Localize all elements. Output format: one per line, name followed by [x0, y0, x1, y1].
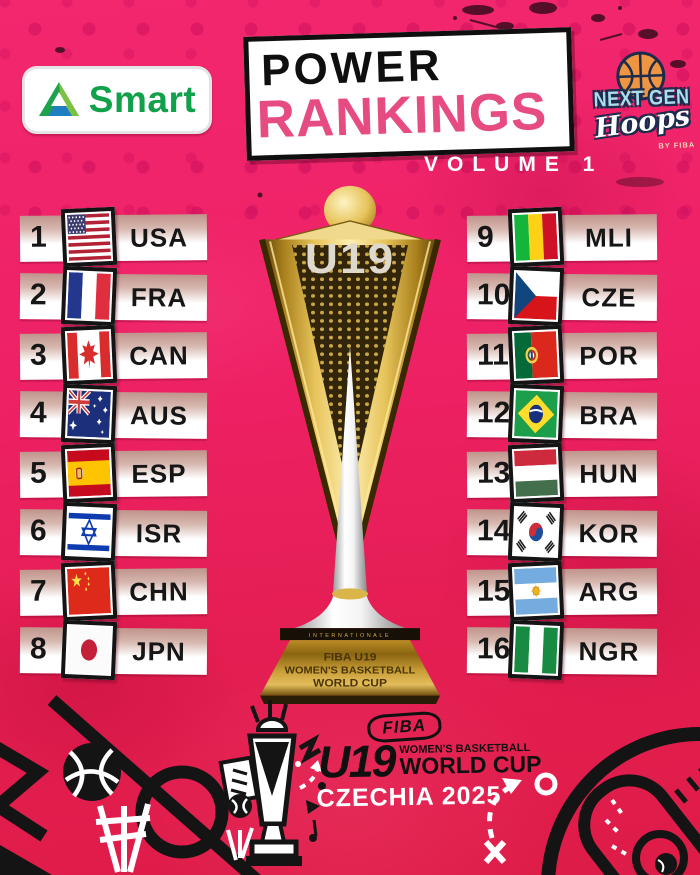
- country-code: POR: [579, 340, 639, 371]
- rank-number: 10: [476, 278, 511, 312]
- flag-czechia-icon: [507, 265, 565, 327]
- flag-japan-icon: [60, 619, 118, 681]
- country-code: CZE: [581, 282, 637, 313]
- ranking-row-9: 9 MLI: [466, 206, 658, 268]
- fiba-logo: FIBA: [366, 710, 442, 744]
- rank-number: 15: [476, 574, 511, 608]
- flag-mali-icon: [507, 206, 565, 268]
- rank-number: 13: [476, 456, 511, 490]
- rank-number: 11: [476, 338, 509, 372]
- flag-usa-icon: [60, 206, 118, 268]
- event-host-label: CZECHIA 2025: [316, 781, 502, 813]
- flag-canada-icon: [60, 324, 118, 386]
- flag-argentina-icon: [507, 560, 565, 622]
- country-code: AUS: [129, 400, 189, 431]
- event-u19-label: U19: [317, 735, 395, 788]
- trophy-u19-label: U19: [305, 235, 395, 282]
- rank-number: 2: [29, 278, 47, 312]
- flag-hungary-icon: [507, 442, 565, 504]
- trophy-base-line1: FIBA U19: [324, 652, 377, 664]
- bottom-doodles: [0, 695, 700, 875]
- court-doodle: [483, 727, 700, 875]
- country-code: MLI: [584, 222, 634, 253]
- rank-number: 6: [29, 514, 47, 548]
- u19-trophy: U19 INTERNATIONALE FIBA U19 WOMEN'S BASK…: [259, 185, 441, 704]
- hoop-doodle: [0, 695, 261, 875]
- event-logo: FIBA U19 WOMEN'S BASKETBALL WORLD CUP CZ…: [305, 710, 542, 814]
- flag-australia-icon: [60, 383, 118, 445]
- flag-nigeria-icon: [507, 619, 565, 681]
- ranking-row-13: 13 HUN: [466, 442, 658, 504]
- country-code: HUN: [579, 458, 639, 489]
- country-code: CHN: [129, 576, 189, 607]
- rank-number: 16: [476, 632, 511, 666]
- smart-triangle-icon: [38, 82, 79, 116]
- ranking-row-7: 7 CHN: [19, 560, 208, 622]
- trophy-band-text: INTERNATIONALE: [309, 633, 391, 639]
- country-code: JPN: [132, 636, 186, 667]
- country-code: USA: [129, 222, 189, 253]
- trophy-base-line2: WOMEN'S BASKETBALL: [285, 665, 416, 677]
- country-code: ISR: [135, 518, 183, 549]
- flag-china-icon: [60, 560, 118, 622]
- ranking-row-3: 3 CAN: [19, 324, 208, 386]
- by-fiba-label: BY FIBA: [658, 140, 696, 151]
- flag-spain-icon: [60, 442, 118, 504]
- nextgen-hoops-logo: NEXT GEN Hoops BY FIBA: [584, 48, 700, 172]
- ranking-row-14: 14 KOR: [466, 501, 658, 563]
- title-box: POWER RANKINGS: [243, 27, 575, 161]
- ranking-row-2: 2 FRA: [19, 265, 208, 327]
- ranking-row-8: 8 JPN: [19, 619, 208, 681]
- country-code: CAN: [129, 340, 189, 371]
- ranking-row-11: 11 POR: [466, 324, 658, 386]
- ranking-row-6: 6 ISR: [19, 501, 208, 563]
- flag-portugal-icon: [507, 324, 565, 386]
- trophy-doodle: [218, 700, 326, 866]
- ranking-row-4: 4 AUS: [19, 383, 208, 445]
- event-line2: WORLD CUP: [399, 750, 542, 780]
- smart-logo-label: Smart: [88, 79, 197, 120]
- ranking-row-12: 12 BRA: [466, 383, 658, 445]
- ranking-row-5: 5 ESP: [19, 442, 208, 504]
- ranking-row-1: 1 USA: [19, 206, 208, 268]
- rank-number: 9: [476, 220, 494, 254]
- country-code: BRA: [579, 400, 639, 431]
- ranking-row-16: 16 NGR: [466, 619, 658, 681]
- title-line2: RANKINGS: [255, 81, 549, 150]
- rank-number: 8: [29, 632, 47, 666]
- country-code: NGR: [578, 636, 640, 667]
- rank-number: 4: [29, 396, 47, 430]
- flag-korea-icon: [507, 501, 565, 563]
- rank-number: 12: [476, 396, 511, 430]
- rank-number: 3: [29, 338, 47, 372]
- rank-number: 1: [29, 220, 47, 254]
- country-code: ESP: [131, 458, 187, 489]
- flag-brazil-icon: [507, 383, 565, 445]
- ranking-row-15: 15 ARG: [466, 560, 658, 622]
- country-code: FRA: [130, 282, 188, 313]
- rank-number: 14: [476, 514, 511, 548]
- rank-number: 5: [29, 456, 47, 490]
- volume-label: VOLUME 1: [424, 153, 604, 176]
- flag-france-icon: [60, 265, 118, 327]
- smart-logo: Smart: [22, 66, 212, 134]
- trophy-base-line3: WORLD CUP: [313, 678, 387, 690]
- country-code: ARG: [578, 576, 640, 607]
- rank-number: 7: [29, 574, 47, 608]
- flag-israel-icon: [60, 501, 118, 563]
- basketball-icon: [616, 51, 666, 101]
- country-code: KOR: [578, 518, 640, 549]
- ranking-row-10: 10 CZE: [466, 265, 658, 327]
